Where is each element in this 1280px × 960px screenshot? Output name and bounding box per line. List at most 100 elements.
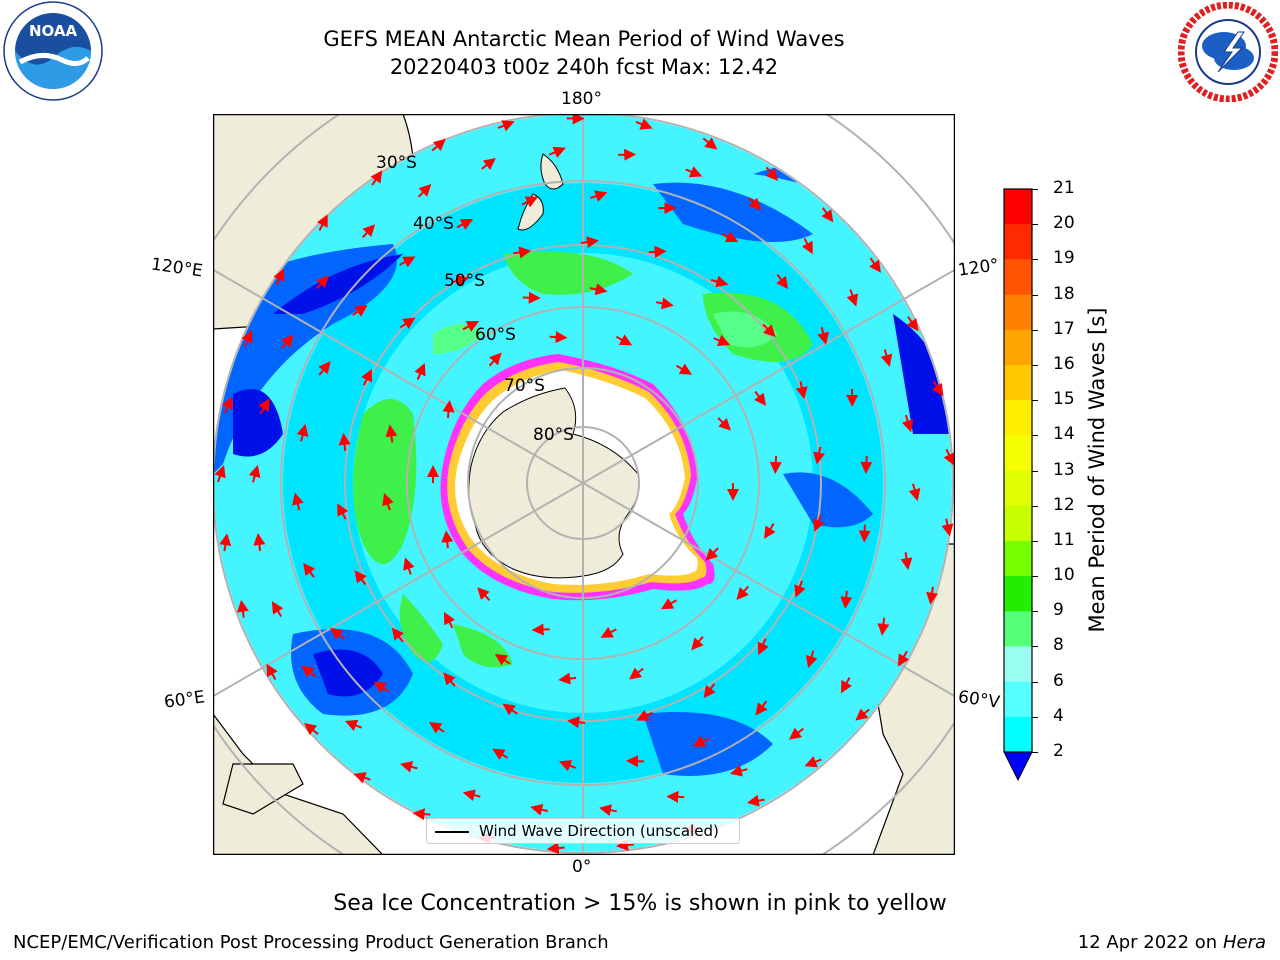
colorbar-tick-label: 2 — [1053, 741, 1064, 761]
lat-label-70s: 70°S — [504, 376, 545, 396]
colorbar-band — [1004, 576, 1032, 612]
wind-wave-arrow — [636, 709, 653, 721]
wind-wave-arrow — [717, 417, 731, 431]
wind-wave-arrow — [757, 638, 769, 656]
colorbar-band — [1004, 540, 1032, 577]
colorbar-tick-mark — [1032, 716, 1038, 718]
lat-label-50s: 50°S — [444, 271, 485, 291]
wind-wave-arrow — [253, 533, 266, 552]
wind-wave-arrow — [804, 756, 822, 768]
wind-wave-arrow — [266, 663, 278, 680]
colorbar-tick-label: 15 — [1053, 389, 1075, 410]
wind-wave-arrow — [676, 363, 693, 375]
colorbar-tick-label: 8 — [1053, 635, 1064, 656]
colorbar-tick-mark — [1032, 435, 1038, 437]
wind-wave-arrow — [456, 219, 474, 230]
wind-wave-arrow — [813, 514, 825, 532]
wind-wave-arrow — [729, 764, 748, 777]
svg-text:NOAA: NOAA — [29, 22, 78, 40]
wind-wave-arrow — [813, 446, 825, 465]
wind-wave-arrow — [746, 794, 765, 807]
wind-wave-arrow — [590, 190, 608, 202]
wind-wave-arrow — [281, 334, 294, 349]
wind-wave-arrow — [330, 627, 345, 640]
map-legend: Wind Wave Direction (unscaled) — [426, 818, 740, 844]
wind-wave-arrow — [765, 166, 779, 182]
wind-wave-arrow — [462, 789, 481, 802]
wind-wave-arrow — [303, 562, 316, 578]
wind-wave-arrow — [692, 735, 710, 747]
wind-wave-arrow — [442, 400, 455, 419]
wind-wave-arrow — [846, 289, 859, 307]
wind-wave-arrow — [795, 381, 808, 400]
wind-wave-arrow — [691, 636, 704, 651]
wind-wave-arrow — [221, 396, 233, 414]
colorbar-band — [1004, 364, 1032, 401]
lon-label-60e: 60°E — [162, 687, 207, 713]
colorbar-tick-label: 19 — [1053, 248, 1075, 269]
colorbar-extension — [1003, 751, 1033, 782]
wind-wave-arrow — [354, 570, 367, 586]
wind-wave-arrow — [906, 316, 919, 332]
colorbar-tick-mark — [1032, 540, 1038, 542]
legend-line-swatch — [435, 831, 469, 833]
lat-label-30s: 30°S — [376, 153, 417, 173]
wind-wave-arrow — [840, 590, 853, 609]
colorbar-tick-mark — [1032, 681, 1038, 683]
wind-wave-arrow — [869, 257, 881, 273]
colorbar-tick-mark — [1032, 224, 1038, 226]
wind-wave-arrow — [880, 349, 893, 367]
lon-label-0: 0° — [572, 857, 592, 877]
wind-wave-arrow — [513, 246, 532, 259]
wind-wave-arrow — [219, 533, 232, 552]
sea-ice-caption: Sea Ice Concentration > 15% is shown in … — [333, 891, 947, 916]
wind-wave-arrow — [666, 790, 685, 803]
land-new-zealand — [540, 153, 564, 190]
colorbar-tick-label: 9 — [1053, 600, 1064, 621]
wind-wave-arrow — [301, 665, 317, 678]
lat-label-60s: 60°S — [475, 325, 516, 345]
wind-wave-arrow — [318, 361, 331, 376]
wind-wave-arrow — [713, 334, 731, 347]
colorbar-tick-mark — [1032, 189, 1038, 190]
lat-label-80s: 80°S — [533, 425, 574, 445]
wind-wave-arrow — [858, 524, 871, 543]
colorbar-tick-label: 13 — [1053, 459, 1075, 480]
wind-wave-arrow — [821, 207, 834, 223]
colorbar-tick-mark — [1032, 400, 1038, 402]
colorbar-band — [1004, 435, 1032, 471]
wind-wave-arrow — [443, 672, 456, 687]
wind-wave-arrow — [710, 275, 729, 288]
wind-wave-arrow — [600, 626, 617, 638]
wind-wave-arrow — [502, 703, 518, 716]
wind-wave-arrow — [567, 716, 586, 729]
wind-wave-arrow — [860, 455, 873, 474]
wind-wave-arrow — [702, 137, 718, 150]
colorbar-tick-mark — [1032, 329, 1038, 331]
colorbar-tick-label: 10 — [1053, 565, 1075, 586]
lon-label-120e: 120°E — [149, 254, 204, 282]
wind-wave-arrow — [764, 523, 776, 539]
antarctica-land — [468, 387, 640, 579]
colorbar-band — [1004, 681, 1032, 718]
colorbar-tick-label: 12 — [1053, 494, 1075, 515]
noaa-logo-icon: NOAA — [3, 1, 103, 101]
wind-wave-arrow — [877, 617, 890, 636]
wind-wave-arrow — [721, 231, 739, 243]
wind-wave-arrow — [908, 483, 921, 502]
wind-wave-arrow — [273, 268, 285, 286]
wind-wave-arrow — [382, 493, 394, 511]
wind-wave-arrow — [655, 297, 674, 310]
wind-wave-arrow — [316, 214, 328, 231]
wind-wave-arrow — [344, 719, 362, 732]
colorbar-band — [1004, 189, 1032, 225]
colorbar-band — [1004, 646, 1032, 683]
wind-wave-arrow — [897, 650, 910, 667]
wind-wave-arrow — [900, 552, 913, 571]
wind-wave-arrow — [546, 842, 565, 855]
wind-wave-arrow — [531, 623, 550, 636]
chart-title: GEFS MEAN Antarctic Mean Period of Wind … — [323, 27, 845, 51]
wind-wave-arrow — [705, 547, 719, 561]
legend-label: Wind Wave Direction (unscaled) — [479, 822, 719, 840]
wind-wave-arrow — [441, 530, 454, 549]
